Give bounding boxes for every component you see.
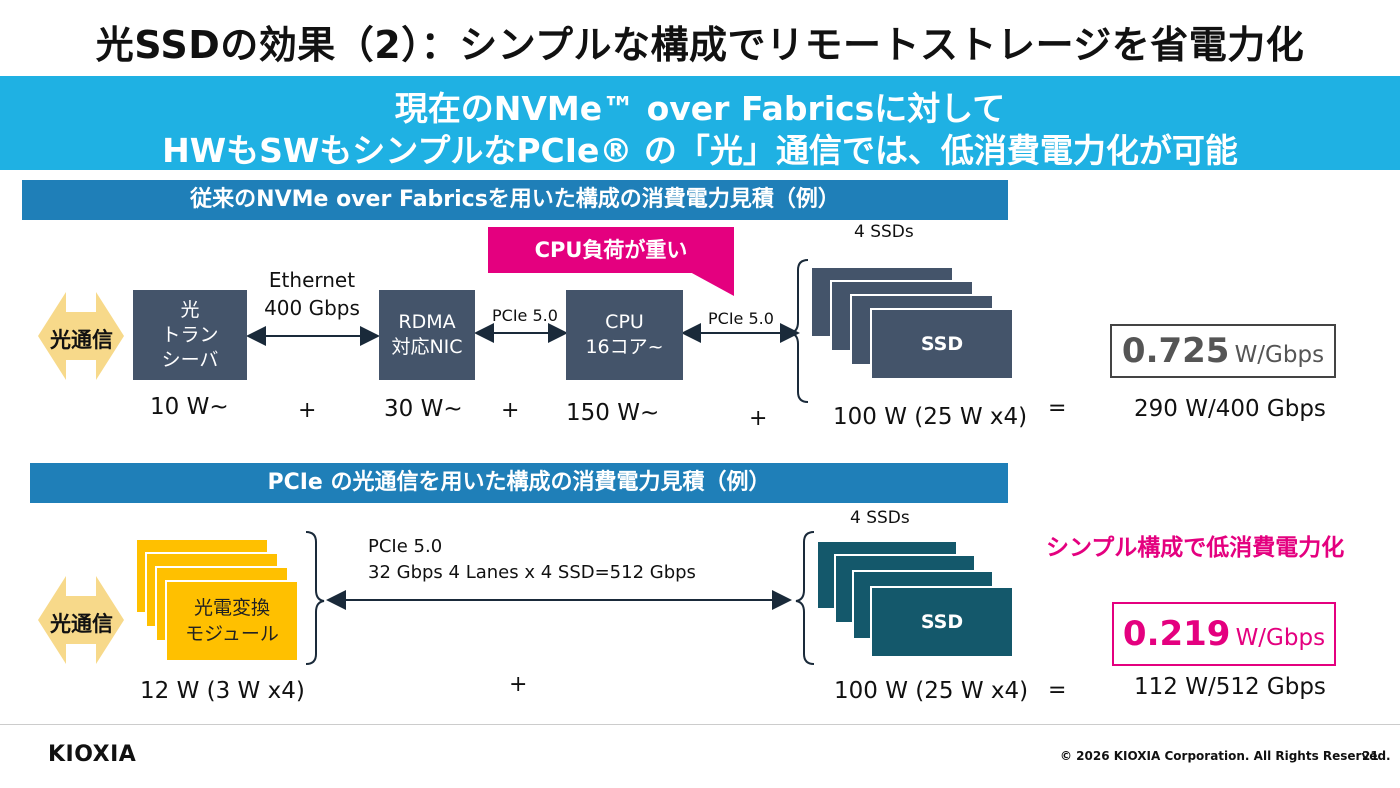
pcie-label-nic-cpu: PCIe 5.0 [492,306,558,325]
ssd-card-front: SSD [870,586,1012,656]
plus-sign: + [501,398,520,423]
power-transceiver: 10 W~ [150,394,229,420]
banner-line-1: 現在のNVMe™ over Fabricsに対して [394,89,1006,128]
section1-result-total: 290 W/400 Gbps [1134,396,1326,422]
copyright: © 2026 KIOXIA Corporation. All Rights Re… [1060,749,1391,763]
pcie-line-2: 32 Gbps 4 Lanes x 4 SSD=512 Gbps [368,562,696,583]
section1-result-unit: W/Gbps [1234,342,1325,368]
power-nic: 30 W~ [384,396,463,422]
section1-result-value: 0.725 [1121,331,1230,371]
section1-optical-label: 光通信 [50,328,113,352]
plus-sign: + [749,406,768,431]
optical-arrow-icon [38,292,124,380]
ethernet-label: Ethernet 400 Gbps [264,268,360,320]
section2-result-unit: W/Gbps [1235,625,1326,651]
section1-header: 従来のNVMe over Fabricsを用いた構成の消費電力見積（例） [22,180,1008,220]
page-number: 21 [1362,749,1379,763]
cpu-load-callout: CPU負荷が重い [488,227,734,273]
ssd-label: SSD [920,333,964,355]
page-title: 光SSDの効果（2）：シンプルな構成でリモートストレージを省電力化 [95,23,1305,67]
section2-header: PCIe の光通信を用いた構成の消費電力見積（例） [30,463,1008,503]
rdma-nic-box: RDMA 対応NIC [379,290,475,380]
optical-arrow-icon-2 [38,576,124,664]
footer-divider [0,724,1400,725]
section2-result-box: 0.219 W/Gbps [1112,602,1336,666]
cpu-box: CPU 16コア~ [566,290,683,380]
module-card-front: 光電変換 モジュール [165,580,297,660]
section2-ssd-count: 4 SSDs [850,508,910,528]
cpu-label: CPU 16コア~ [585,311,664,358]
plus-sign: + [298,398,317,423]
power-cpu: 150 W~ [566,400,660,426]
pcie-label-cpu-ssd: PCIe 5.0 [708,309,774,328]
headline-banner: 現在のNVMe™ over Fabricsに対して HWもSWもシンプルなPCI… [0,76,1400,170]
plus-sign: + [509,672,528,697]
optical-transceiver-box: 光 トラン シーバ [133,290,247,380]
section2-optical-label: 光通信 [50,612,113,636]
power-ssd: 100 W (25 W x4) [833,404,1028,430]
kioxia-logo: KIOXIA [48,742,137,767]
section2-result-value: 0.219 [1122,614,1231,654]
simple-config-note: シンプル構成で低消費電力化 [1046,535,1345,561]
section1-ssd-count: 4 SSDs [854,222,914,242]
section1-result-box: 0.725 W/Gbps [1110,324,1336,378]
module-label: 光電変換 モジュール [185,597,279,645]
power-ssd-2: 100 W (25 W x4) [834,678,1029,704]
power-module: 12 W (3 W x4) [140,678,305,704]
section2-result-total: 112 W/512 Gbps [1134,674,1326,700]
ssd-card-front: SSD [870,308,1012,378]
equals-sign: = [1048,396,1067,421]
equals-sign: = [1048,678,1067,703]
optical-transceiver-label: 光 トラン シーバ [161,298,219,371]
ssd-label: SSD [920,611,964,633]
rdma-nic-label: RDMA 対応NIC [391,311,463,358]
banner-line-2: HWもSWもシンプルなPCIe® の「光」通信では、低消費電力化が可能 [162,131,1238,170]
pcie-line-1: PCIe 5.0 [368,536,443,557]
